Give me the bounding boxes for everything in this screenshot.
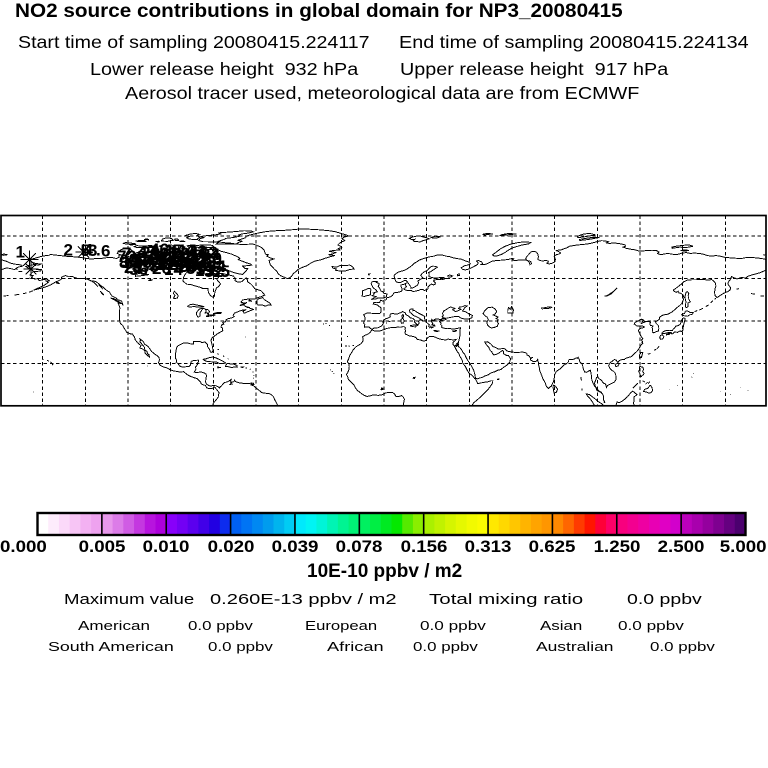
svg-text:18: 18 <box>192 252 211 271</box>
svg-text:8: 8 <box>129 250 138 269</box>
svg-text:26: 26 <box>152 259 171 278</box>
svg-text:2: 2 <box>64 241 73 260</box>
svg-text:32: 32 <box>190 249 209 268</box>
svg-text:17: 17 <box>183 246 202 265</box>
svg-text:33: 33 <box>197 257 216 276</box>
svg-text:12: 12 <box>153 245 172 264</box>
svg-text:9: 9 <box>132 258 141 277</box>
svg-text:42: 42 <box>199 243 218 262</box>
svg-text:34: 34 <box>201 245 220 264</box>
svg-text:45: 45 <box>182 255 201 274</box>
svg-text:43: 43 <box>170 257 189 276</box>
svg-text:35: 35 <box>211 262 230 281</box>
svg-text:29: 29 <box>171 244 190 263</box>
svg-text:11: 11 <box>148 255 166 274</box>
svg-text:34: 34 <box>207 257 226 276</box>
svg-text:7: 7 <box>122 244 131 263</box>
svg-text:5: 5 <box>81 241 90 260</box>
svg-text:3: 3 <box>88 241 97 260</box>
svg-text:37: 37 <box>133 251 152 270</box>
svg-text:16: 16 <box>176 257 195 276</box>
svg-text:21: 21 <box>124 258 143 277</box>
svg-text:7: 7 <box>117 247 126 266</box>
svg-text:30: 30 <box>188 257 207 276</box>
svg-text:22: 22 <box>127 247 146 266</box>
svg-text:8: 8 <box>119 253 128 272</box>
svg-text:13: 13 <box>158 252 177 271</box>
svg-text:30: 30 <box>179 253 198 272</box>
svg-text:32: 32 <box>204 262 223 281</box>
svg-text:44: 44 <box>177 248 196 267</box>
svg-text:46: 46 <box>150 240 169 259</box>
svg-text:25: 25 <box>148 250 167 269</box>
svg-text:33: 33 <box>197 253 216 272</box>
svg-text:4: 4 <box>84 241 94 260</box>
svg-text:36: 36 <box>203 250 222 269</box>
svg-text:23: 23 <box>133 253 152 272</box>
svg-text:.: . <box>96 241 101 260</box>
svg-text:6: 6 <box>101 242 110 261</box>
svg-text:14: 14 <box>164 260 183 279</box>
svg-text:15: 15 <box>170 250 189 269</box>
svg-text:41: 41 <box>158 244 177 263</box>
svg-text:10: 10 <box>140 249 159 268</box>
svg-text:31: 31 <box>196 260 215 279</box>
svg-text:27: 27 <box>159 248 178 267</box>
svg-text:19: 19 <box>195 261 214 280</box>
svg-text:20: 20 <box>203 249 222 268</box>
svg-text:35: 35 <box>121 253 140 272</box>
svg-text:44: 44 <box>176 241 195 260</box>
svg-text:45: 45 <box>163 241 182 260</box>
svg-text:36: 36 <box>129 260 148 279</box>
svg-text:39: 39 <box>146 247 165 266</box>
svg-text:40: 40 <box>153 255 172 274</box>
svg-text:31: 31 <box>186 259 205 278</box>
svg-text:24: 24 <box>141 243 160 262</box>
svg-text:1: 1 <box>16 243 25 262</box>
svg-text:47: 47 <box>138 242 157 261</box>
svg-text:38: 38 <box>140 257 159 276</box>
svg-text:42: 42 <box>164 252 183 271</box>
svg-text:46: 46 <box>189 244 208 263</box>
svg-text:28: 28 <box>166 255 185 274</box>
svg-text:43: 43 <box>188 242 207 261</box>
